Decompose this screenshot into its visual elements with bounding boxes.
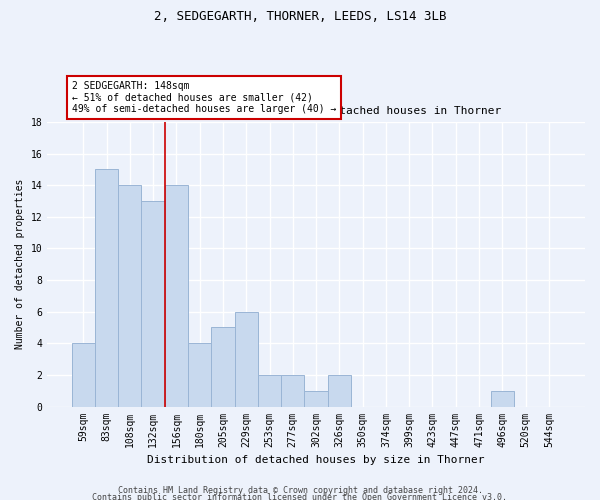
Bar [304, 390, 328, 406]
Bar [142, 201, 165, 406]
Bar [258, 375, 281, 406]
Bar [118, 185, 142, 406]
Text: Contains public sector information licensed under the Open Government Licence v3: Contains public sector information licen… [92, 494, 508, 500]
Bar [95, 170, 118, 406]
Bar [211, 328, 235, 406]
Text: 2 SEDGEGARTH: 148sqm
← 51% of detached houses are smaller (42)
49% of semi-detac: 2 SEDGEGARTH: 148sqm ← 51% of detached h… [71, 81, 336, 114]
Bar [188, 344, 211, 406]
Title: Size of property relative to detached houses in Thorner: Size of property relative to detached ho… [130, 106, 502, 116]
Bar [71, 344, 95, 406]
Bar [235, 312, 258, 406]
Bar [491, 390, 514, 406]
Y-axis label: Number of detached properties: Number of detached properties [15, 179, 25, 350]
Text: 2, SEDGEGARTH, THORNER, LEEDS, LS14 3LB: 2, SEDGEGARTH, THORNER, LEEDS, LS14 3LB [154, 10, 446, 23]
Bar [281, 375, 304, 406]
X-axis label: Distribution of detached houses by size in Thorner: Distribution of detached houses by size … [148, 455, 485, 465]
Bar [165, 185, 188, 406]
Text: Contains HM Land Registry data © Crown copyright and database right 2024.: Contains HM Land Registry data © Crown c… [118, 486, 482, 495]
Bar [328, 375, 351, 406]
